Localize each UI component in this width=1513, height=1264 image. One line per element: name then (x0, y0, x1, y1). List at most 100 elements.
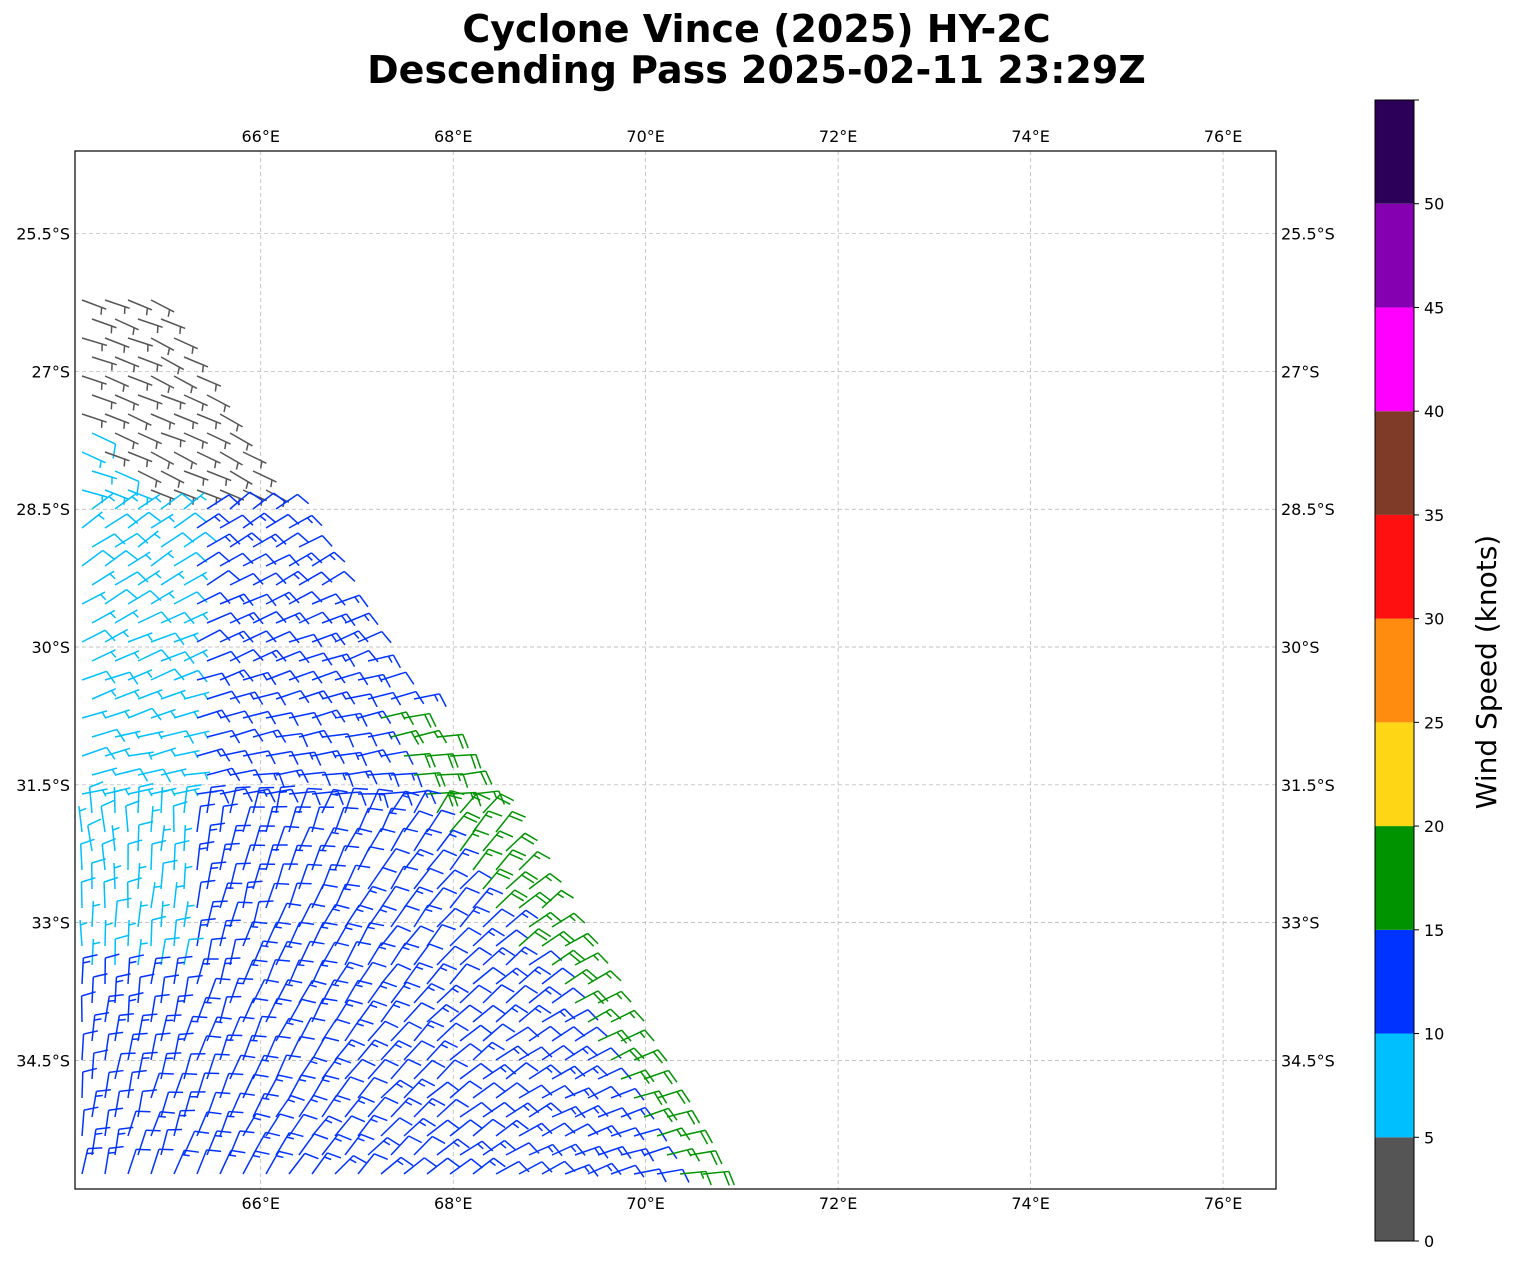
wind-barb (344, 1058, 376, 1080)
wind-barb (321, 788, 348, 814)
colorbar-segment (1375, 100, 1414, 204)
wind-barb (357, 630, 392, 644)
lat-label-right: 27°S (1281, 362, 1320, 381)
wind-barb (413, 867, 444, 890)
wind-barb (528, 1102, 563, 1118)
wind-barb (137, 782, 154, 814)
wind-barb (495, 849, 527, 871)
wind-barb (91, 972, 108, 1004)
wind-barb (265, 788, 299, 803)
wind-barb (173, 994, 194, 1023)
wind-barb (219, 842, 240, 871)
wind-barb (101, 837, 116, 871)
wind-barb (334, 712, 368, 727)
wind-barb (242, 630, 277, 643)
wind-barb (344, 787, 369, 814)
wind-barb (357, 1000, 388, 1023)
wind-barb (160, 570, 185, 586)
wind-barb (587, 1124, 622, 1138)
wind-barb (311, 1115, 343, 1137)
wind-barb (196, 996, 221, 1023)
wind-barb (127, 551, 152, 567)
wind-barb (495, 1082, 529, 1099)
wind-barb (551, 987, 586, 1004)
wind-barb (219, 787, 253, 802)
wind-barb (436, 945, 469, 966)
wind-barb (196, 803, 216, 833)
wind-barb (541, 967, 575, 985)
lat-label-right: 33°S (1281, 914, 1320, 933)
wind-barb (528, 872, 562, 890)
wind-barb (229, 532, 264, 548)
wind-barb (206, 394, 231, 413)
wind-barb (78, 806, 87, 833)
wind-barb (298, 1094, 328, 1118)
wind-barb (436, 869, 469, 890)
wind-barb (620, 1069, 655, 1085)
wind-barb (311, 593, 346, 606)
wind-barb (229, 491, 263, 510)
wind-barb (344, 612, 379, 626)
wind-barb (472, 1082, 506, 1099)
wind-barb (436, 984, 469, 1004)
longitude-labels: 66°E 66°E 68°E 68°E 70°E 70°E 72°E 72°E 74°E 74°E… (241, 127, 1242, 1213)
colorbar-segment (1375, 514, 1414, 619)
wind-barb (173, 512, 208, 529)
wind-barb (114, 532, 149, 548)
colorbar-tick-label: 15 (1424, 921, 1444, 940)
wind-barb (79, 838, 95, 871)
wind-barb (426, 1003, 460, 1023)
lon-label-top: 70°E (626, 127, 664, 146)
wind-barb (196, 1072, 220, 1099)
wind-barb (104, 299, 130, 315)
wind-barb (311, 1036, 340, 1061)
wind-barb (265, 882, 290, 909)
wind-barb (160, 318, 186, 334)
wind-barb (265, 997, 292, 1023)
wind-barb (449, 1158, 484, 1175)
wind-barb (160, 689, 186, 700)
wind-barb (91, 394, 117, 410)
wind-barb (183, 611, 209, 624)
lat-label-left: 27°S (31, 362, 70, 381)
wind-barb (275, 940, 302, 966)
wind-barb (229, 572, 264, 586)
wind-barb (150, 451, 175, 470)
wind-barb (321, 772, 354, 787)
colorbar-segment (1375, 618, 1414, 723)
colorbar-segment (1375, 411, 1414, 515)
wind-barb (518, 928, 552, 947)
wind-barb (357, 885, 387, 909)
wind-barb (403, 1040, 435, 1061)
wind-barb (127, 590, 162, 605)
wind-barb (518, 1046, 553, 1061)
wind-barb (610, 1047, 645, 1062)
wind-barb (643, 1146, 678, 1160)
wind-barb (390, 1135, 423, 1156)
wind-barb (505, 871, 539, 890)
wind-barb (196, 413, 222, 430)
wind-barb (357, 1076, 388, 1099)
wind-barb (436, 907, 469, 928)
wind-barb (321, 827, 349, 852)
wind-barb (288, 514, 323, 529)
wind-barb (91, 609, 117, 624)
colorbar-tick-label: 35 (1424, 506, 1444, 525)
colorbar-frame (1374, 99, 1415, 1242)
wind-barb (160, 532, 195, 548)
wind-barb (311, 959, 338, 985)
wind-barb (459, 906, 490, 928)
wind-barb (449, 886, 480, 909)
wind-barb (564, 1164, 599, 1177)
wind-barb (206, 432, 231, 450)
wind-barb (528, 1143, 563, 1157)
wind-barb (495, 1045, 530, 1061)
wind-barb (229, 470, 253, 489)
wind-barb (505, 1062, 539, 1080)
wind-barb (172, 801, 188, 833)
wind-barb (104, 375, 130, 392)
wind-barb (104, 1107, 124, 1137)
wind-barb (206, 822, 226, 852)
wind-barb (597, 1107, 632, 1120)
wind-barb (495, 929, 529, 947)
